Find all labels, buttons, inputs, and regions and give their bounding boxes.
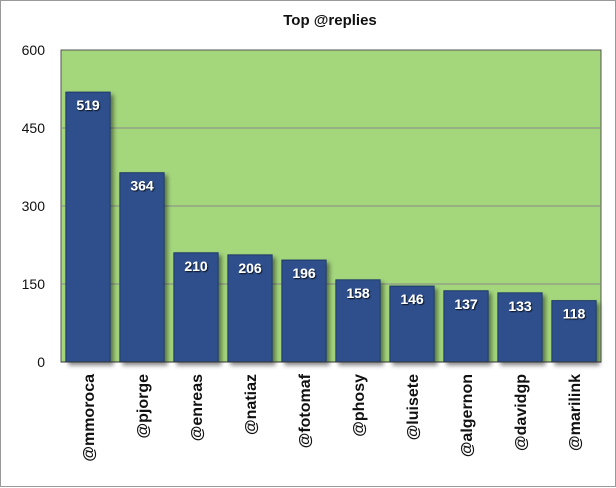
x-tick-label: @algernon (459, 374, 476, 457)
bar-marilink (551, 300, 597, 363)
bar-davidgp (497, 292, 543, 363)
bar-algernon (443, 290, 489, 363)
y-tick-label: 600 (22, 42, 46, 58)
bar-natiaz (227, 254, 273, 363)
x-tick-label: @davidgp (513, 374, 530, 451)
x-tick-label: @enreas (189, 374, 206, 441)
x-tick-label: @luisete (405, 374, 422, 440)
data-label: 519 (76, 97, 100, 113)
bar-enreas (173, 252, 219, 363)
data-label: 118 (563, 306, 586, 322)
chart-title: Top @replies (283, 12, 377, 29)
x-tick-label: @marilink (567, 374, 584, 451)
data-label: 196 (292, 265, 316, 281)
x-tick-label: @mmoroca (81, 374, 98, 462)
data-label: 210 (184, 258, 208, 274)
x-tick-label: @pjorge (135, 374, 152, 439)
x-tick-label: @natiaz (243, 374, 260, 435)
data-label: 206 (238, 260, 262, 276)
bar-mmoroca (65, 91, 111, 363)
y-tick-label: 150 (22, 276, 46, 292)
plot-area: 0 150 300 450 600 519 @mmoroca 364 @pjorge 210 @en… (22, 42, 602, 462)
x-tick-label: @fotomaf (297, 373, 314, 448)
data-label: 158 (346, 285, 370, 301)
y-tick-label: 450 (22, 120, 46, 136)
bar-pjorge (119, 172, 165, 363)
x-tick-label: @phosy (351, 374, 368, 437)
y-tick-label: 0 (37, 354, 45, 370)
data-label: 146 (400, 291, 424, 307)
data-label: 137 (454, 296, 478, 312)
data-label: 364 (130, 178, 154, 194)
data-label: 133 (508, 298, 532, 314)
y-tick-label: 300 (22, 198, 46, 214)
